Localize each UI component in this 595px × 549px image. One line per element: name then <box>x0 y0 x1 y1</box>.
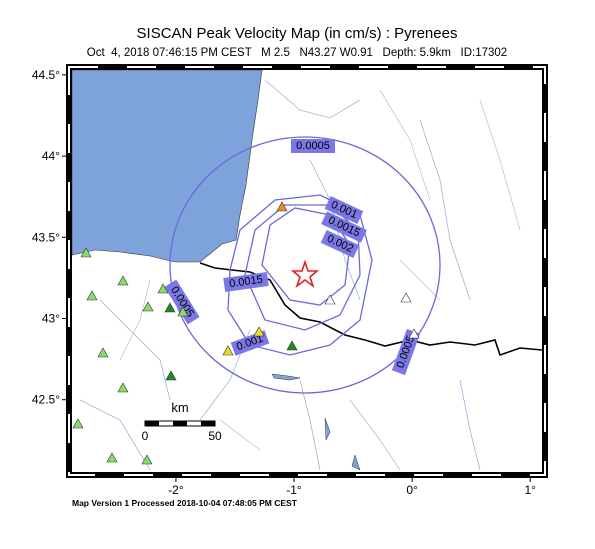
contour <box>169 136 441 394</box>
map-frame-ticks <box>68 66 546 476</box>
epicenter <box>290 259 320 289</box>
contour-label: 0.0005 <box>291 139 335 153</box>
lakes <box>271 373 361 471</box>
map-subtitle: Oct 4, 2018 07:46:15 PM CEST M 2.5 N43.2… <box>87 47 507 59</box>
contour <box>244 204 361 331</box>
footer: Map Version 1 Processed 2018-10-04 07:48… <box>72 498 298 508</box>
y-tick-label: 44.5° <box>32 68 60 82</box>
scale-bar: km 0 50 <box>142 400 222 443</box>
x-tick-label: -1° <box>286 483 302 497</box>
stations <box>72 201 420 465</box>
border <box>199 262 543 357</box>
y-tick-label: 43° <box>42 312 60 326</box>
scale-label: 50 <box>208 429 222 443</box>
x-tick-label: 0° <box>406 483 418 497</box>
ocean <box>71 69 263 263</box>
x-tick-label: 1° <box>524 483 536 497</box>
contour-label-text: 0.0015 <box>228 274 263 291</box>
contour-label-text: 0.0005 <box>296 140 330 152</box>
x-tick-label: -2° <box>168 483 184 497</box>
y-tick-label: 43.5° <box>32 230 60 244</box>
scale-title: km <box>171 400 188 415</box>
roads <box>119 89 521 471</box>
map-area: 0.0005 0.001 0.0015 0.002 0.0015 0.0005 … <box>71 69 543 472</box>
y-tick-label: 44° <box>42 149 60 163</box>
map-title: SISCAN Peak Velocity Map (in cm/s) : Pyr… <box>137 25 458 42</box>
y-tick-label: 42.5° <box>32 393 60 407</box>
scale-label: 0 <box>142 429 149 443</box>
contour-label: 0.0015 <box>223 272 269 292</box>
